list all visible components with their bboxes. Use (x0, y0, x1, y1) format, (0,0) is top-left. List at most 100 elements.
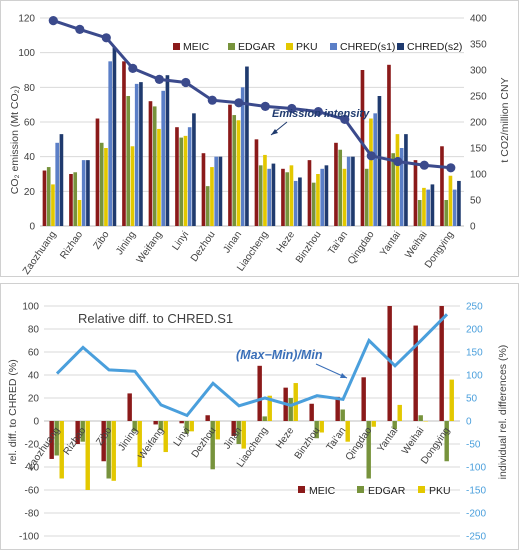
top-bar-edgar-1 (73, 172, 78, 226)
bottom-legend-swatch-1 (357, 486, 364, 493)
top-line-point-10 (313, 107, 323, 117)
top-line-point-7 (234, 98, 244, 108)
bottom-y-axis-title: rel. diff. to CHRED (%) (7, 359, 19, 464)
bottom-y-tick-label: -20 (25, 440, 40, 451)
top-y-tick-label: 20 (24, 187, 36, 198)
top-y2-tick-label: 100 (470, 170, 487, 181)
top-legend-swatch-0 (173, 43, 180, 50)
top-bar-edgar-9 (285, 172, 290, 226)
bottom-y-tick-label: -80 (25, 509, 40, 520)
top-bar-chred-s1--6 (214, 156, 219, 226)
top-bar-chred-s2--7 (245, 66, 249, 226)
top-bar-edgar-14 (417, 200, 422, 226)
bottom-bar-pku-9 (293, 383, 298, 421)
top-legend-swatch-3 (330, 43, 337, 50)
top-bar-pku-8 (263, 154, 267, 226)
top-bar-chred-s1--4 (161, 90, 166, 226)
top-bar-pku-14 (422, 187, 426, 226)
bottom-bar-edgar-2 (106, 421, 111, 479)
bottom-legend-label: EDGAR (368, 485, 406, 497)
top-line-point-4 (154, 74, 164, 84)
top-bar-chred-s1--5 (187, 127, 192, 226)
top-bar-meic-7 (228, 104, 232, 226)
top-bar-meic-15 (440, 146, 444, 226)
top-y2-tick-label: 150 (470, 144, 487, 155)
top-y2-tick-label: 200 (470, 118, 487, 129)
bottom-bar-pku-15 (449, 379, 454, 421)
top-y2-tick-label: 300 (470, 66, 487, 77)
top-bar-chred-s1--1 (81, 160, 86, 226)
top-bar-pku-1 (77, 200, 82, 226)
top-y-tick-label: 40 (24, 152, 36, 163)
bottom-bar-pku-10 (319, 421, 324, 433)
top-line-point-9 (287, 103, 297, 114)
top-bar-meic-9 (281, 168, 285, 226)
bottom-bar-meic-0 (49, 421, 54, 459)
bottom-bar-pku-12 (371, 421, 376, 427)
bottom-y-tick-label: 0 (33, 417, 39, 428)
top-bar-chred-s2--8 (271, 163, 276, 226)
top-bar-pku-3 (130, 146, 135, 226)
bottom-bar-meic-3 (127, 393, 132, 421)
top-bar-chred-s1--0 (55, 142, 60, 226)
top-line-point-5 (181, 77, 191, 88)
top-line-point-6 (207, 95, 217, 105)
top-bar-pku-12 (369, 118, 373, 226)
top-y2-tick-label: 400 (470, 14, 487, 25)
bottom-bar-edgar-3 (132, 421, 137, 432)
top-annotation-emission-intensity: Emission intensity (272, 108, 370, 120)
bottom-bar-pku-3 (137, 421, 142, 467)
top-bar-chred-s1--10 (320, 168, 325, 226)
top-legend-label: MEIC (183, 41, 210, 53)
bottom-bar-edgar-6 (210, 421, 215, 470)
bottom-legend-swatch-0 (298, 486, 305, 493)
top-line-point-0 (48, 16, 58, 26)
top-bar-edgar-6 (205, 186, 210, 226)
bottom-y2-tick-label: 50 (466, 394, 478, 405)
bottom-bar-meic-4 (153, 421, 158, 425)
top-y2-tick-label: 250 (470, 92, 487, 103)
bottom-bar-pku-4 (163, 421, 168, 453)
bottom-bar-edgar-12 (366, 421, 371, 479)
bottom-bar-meic-1 (75, 421, 80, 444)
top-y2-tick-label: 350 (470, 40, 487, 51)
top-bar-chred-s1--14 (426, 189, 431, 226)
top-bar-edgar-3 (126, 96, 131, 226)
top-legend-swatch-2 (286, 43, 293, 50)
top-bar-chred-s2--15 (457, 180, 461, 226)
top-y-tick-label: 100 (18, 48, 35, 59)
bottom-bar-meic-5 (179, 421, 184, 424)
bottom-y-tick-label: 60 (28, 348, 40, 359)
top-bar-edgar-12 (364, 168, 369, 226)
top-bar-meic-10 (307, 160, 312, 226)
top-bar-meic-5 (175, 127, 179, 226)
top-line-point-12 (366, 151, 376, 161)
top-bar-chred-s2--10 (324, 165, 329, 226)
top-bar-chred-s1--11 (346, 156, 351, 226)
top-line-point-3 (128, 63, 138, 73)
bottom-bar-edgar-14 (418, 415, 423, 421)
top-y-tick-label: 80 (24, 83, 36, 94)
bottom-y-tick-label: 20 (28, 394, 40, 405)
top-bar-meic-4 (148, 101, 153, 226)
top-legend-label: PKU (296, 41, 318, 53)
top-bar-meic-8 (254, 139, 259, 226)
top-bar-edgar-4 (152, 106, 157, 226)
top-legend-swatch-4 (397, 43, 404, 50)
top-bar-edgar-11 (338, 149, 343, 226)
top-line-point-8 (260, 101, 270, 111)
bottom-bar-edgar-4 (158, 421, 163, 431)
top-bar-edgar-7 (232, 115, 237, 226)
bottom-bar-edgar-13 (392, 421, 397, 430)
top-bar-chred-s1--2 (108, 61, 113, 226)
bottom-bar-meic-10 (309, 403, 314, 421)
top-bar-chred-s2--9 (298, 177, 302, 226)
top-bar-pku-0 (51, 184, 55, 226)
bottom-y-tick-label: 40 (28, 371, 40, 382)
bottom-y2-tick-label: -100 (466, 463, 486, 474)
top-bar-pku-10 (316, 174, 320, 226)
top-bar-pku-11 (342, 168, 347, 226)
top-bar-chred-s2--0 (59, 134, 64, 226)
top-bar-edgar-8 (258, 165, 263, 226)
top-y2-tick-label: 0 (470, 222, 476, 233)
